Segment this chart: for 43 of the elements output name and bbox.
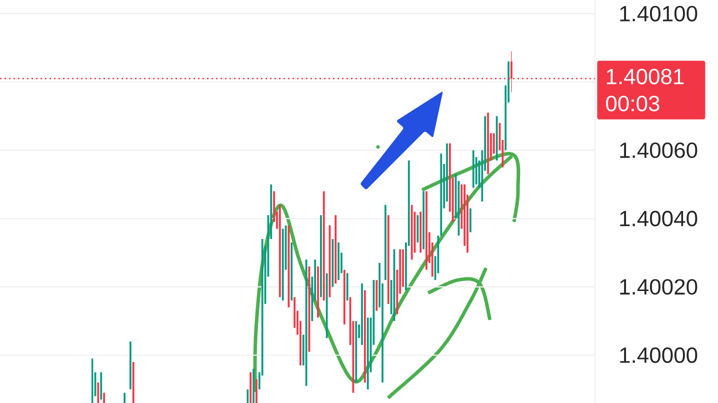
candlestick xyxy=(387,215,390,304)
candlestick xyxy=(364,290,366,382)
candlestick xyxy=(487,112,489,174)
candlestick xyxy=(346,273,348,301)
candlestick xyxy=(326,273,328,338)
candlestick xyxy=(338,242,340,280)
candlestick xyxy=(317,266,319,318)
candlestick xyxy=(278,204,281,298)
candlestick xyxy=(282,228,284,301)
candlestick xyxy=(420,212,422,253)
candlestick xyxy=(246,389,249,403)
candlestick xyxy=(366,318,369,390)
y-tick-label: 1.40020 xyxy=(620,279,698,295)
candlestick xyxy=(132,362,134,403)
candlestick xyxy=(103,392,105,403)
candlestick xyxy=(252,368,254,403)
candlestick xyxy=(290,242,293,301)
candlestick xyxy=(416,215,419,242)
candlestick xyxy=(334,215,337,284)
candlestick xyxy=(361,283,363,345)
candlestick xyxy=(472,150,474,188)
candlestick xyxy=(410,204,413,260)
candlestick xyxy=(440,154,442,236)
y-tick-label: 1.40040 xyxy=(620,210,698,226)
candlestick xyxy=(343,270,346,324)
candlestick xyxy=(100,372,102,400)
candlestick xyxy=(426,191,428,270)
y-tick-label: 1.40100 xyxy=(620,6,698,22)
candlestick xyxy=(320,215,322,298)
candlestick xyxy=(130,342,132,390)
candlestick xyxy=(124,392,126,403)
candlestick xyxy=(469,208,472,232)
y-tick-label: 1.40000 xyxy=(620,347,698,363)
candlestick xyxy=(250,372,252,403)
candlestick xyxy=(355,321,358,382)
candlestick xyxy=(322,191,325,301)
candlestick xyxy=(422,191,424,250)
candlestick xyxy=(376,280,378,311)
candlestick xyxy=(256,379,258,403)
ref-line-label: 1.40081 00:03 xyxy=(606,68,684,112)
y-tick-label: 1.40060 xyxy=(620,142,698,158)
candlestick xyxy=(332,239,334,287)
candlestick xyxy=(384,204,386,280)
